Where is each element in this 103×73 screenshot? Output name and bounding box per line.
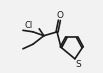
Text: S: S — [76, 60, 81, 69]
Text: O: O — [57, 11, 64, 20]
Text: Cl: Cl — [25, 21, 33, 30]
